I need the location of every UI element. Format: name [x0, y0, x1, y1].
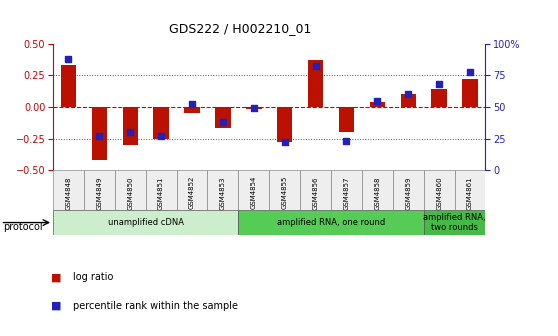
Bar: [92, 107, 107, 160]
Point: [187, 102, 196, 107]
Bar: [123, 107, 138, 145]
Bar: [84, 170, 115, 210]
Text: GSM4856: GSM4856: [312, 176, 319, 210]
Text: log ratio: log ratio: [73, 272, 113, 282]
Point: [218, 119, 227, 125]
Bar: [115, 170, 146, 210]
Bar: [246, 107, 262, 110]
Point: [311, 64, 320, 69]
Bar: [184, 107, 200, 113]
Bar: [146, 170, 176, 210]
Text: protocol: protocol: [3, 222, 42, 232]
Bar: [176, 170, 208, 210]
Text: amplified RNA,
two rounds: amplified RNA, two rounds: [424, 213, 486, 232]
Bar: [53, 210, 238, 235]
Text: GSM4852: GSM4852: [189, 176, 195, 209]
Text: unamplified cDNA: unamplified cDNA: [108, 218, 184, 227]
Bar: [215, 107, 230, 128]
Bar: [238, 210, 424, 235]
Point: [404, 92, 413, 97]
Bar: [462, 79, 478, 107]
Text: percentile rank within the sample: percentile rank within the sample: [73, 301, 238, 311]
Point: [95, 133, 104, 139]
Bar: [455, 170, 485, 210]
Point: [64, 56, 73, 61]
Bar: [61, 65, 76, 107]
Text: GSM4851: GSM4851: [158, 176, 164, 210]
Bar: [331, 170, 362, 210]
Bar: [424, 170, 455, 210]
Bar: [369, 102, 385, 107]
Point: [157, 133, 166, 139]
Text: GSM4859: GSM4859: [405, 176, 411, 210]
Bar: [401, 94, 416, 107]
Text: ■: ■: [51, 272, 61, 282]
Point: [373, 98, 382, 103]
Bar: [238, 170, 270, 210]
Text: GSM4857: GSM4857: [344, 176, 349, 210]
Bar: [270, 170, 300, 210]
Text: GSM4850: GSM4850: [127, 176, 133, 210]
Point: [342, 138, 351, 144]
Text: GSM4861: GSM4861: [467, 176, 473, 210]
Bar: [300, 170, 331, 210]
Text: GDS222 / H002210_01: GDS222 / H002210_01: [169, 22, 311, 35]
Bar: [208, 170, 238, 210]
Bar: [153, 107, 169, 138]
Point: [280, 140, 289, 145]
Point: [249, 106, 258, 111]
Bar: [308, 60, 323, 107]
Bar: [53, 170, 84, 210]
Bar: [431, 89, 447, 107]
Point: [126, 129, 134, 135]
Text: GSM4860: GSM4860: [436, 176, 442, 210]
Bar: [362, 170, 393, 210]
Text: GSM4855: GSM4855: [282, 176, 288, 209]
Bar: [277, 107, 292, 142]
Point: [465, 69, 474, 74]
Text: GSM4858: GSM4858: [374, 176, 381, 210]
Text: amplified RNA, one round: amplified RNA, one round: [277, 218, 385, 227]
Bar: [339, 107, 354, 132]
Text: GSM4853: GSM4853: [220, 176, 226, 210]
Text: GSM4854: GSM4854: [251, 176, 257, 209]
Text: GSM4848: GSM4848: [65, 176, 71, 210]
Text: ■: ■: [51, 301, 61, 311]
Bar: [424, 210, 485, 235]
Point: [435, 81, 444, 87]
Text: GSM4849: GSM4849: [97, 176, 102, 210]
Bar: [393, 170, 424, 210]
